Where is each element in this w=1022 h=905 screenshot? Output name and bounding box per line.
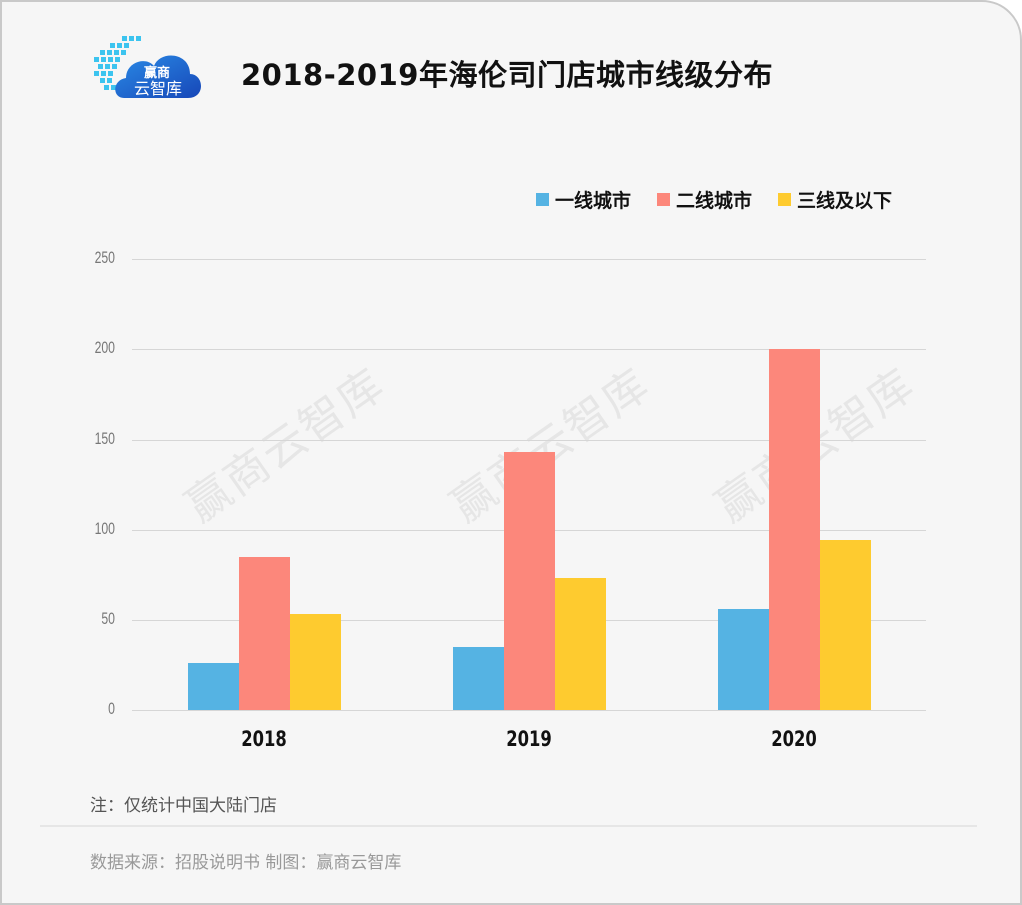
gridline (132, 440, 926, 441)
legend-swatch-tier1 (536, 193, 549, 206)
chart-title: 2018-2019年海伦司门店城市线级分布 (241, 58, 773, 92)
gridline (132, 259, 926, 260)
x-tick-label: 2019 (506, 727, 552, 751)
legend-item-tier1: 一线城市 (536, 186, 631, 213)
bar-2020-series-2 (769, 349, 820, 710)
legend-swatch-tier2 (657, 193, 671, 206)
legend-label-tier1: 一线城市 (555, 190, 632, 212)
y-tick-label: 200 (94, 338, 115, 357)
yingshang-logo-icon: 赢商 云智库 (94, 36, 201, 98)
y-tick-label: 0 (108, 699, 115, 718)
bar-2018-series-1 (188, 663, 239, 710)
y-tick-label: 100 (94, 519, 115, 538)
legend-swatch-tier3 (778, 193, 792, 206)
legend-item-tier3: 三线及以下 (778, 186, 892, 213)
x-axis-baseline (132, 710, 926, 711)
logo-text-bottom: 云智库 (134, 79, 182, 98)
x-tick-label: 2020 (771, 727, 817, 751)
legend-label-tier3: 三线及以下 (797, 190, 893, 212)
gridline (132, 349, 926, 350)
y-tick-label: 250 (94, 248, 115, 267)
bar-2020-series-1 (718, 608, 769, 710)
data-source: 数据来源：招股说明书 制图：赢商云智库 (90, 853, 402, 873)
bar-2018-series-2 (239, 556, 290, 710)
footnote: 注：仅统计中国大陆门店 (90, 796, 277, 816)
bar-2019-series-1 (453, 646, 504, 710)
bar-2019-series-2 (504, 452, 555, 710)
bar-2018-series-3 (290, 614, 341, 710)
legend-label-tier2: 二线城市 (676, 190, 753, 212)
y-tick-label: 50 (101, 609, 115, 628)
logo-text-top: 赢商 (144, 65, 170, 81)
footer-divider (40, 825, 977, 827)
y-tick-label: 150 (94, 429, 115, 448)
legend-item-tier2: 二线城市 (657, 186, 752, 213)
bar-2020-series-3 (820, 540, 871, 710)
x-tick-label: 2018 (241, 727, 287, 751)
chart-legend: 一线城市 二线城市 三线及以下 (536, 186, 892, 213)
bar-2019-series-3 (555, 578, 606, 710)
